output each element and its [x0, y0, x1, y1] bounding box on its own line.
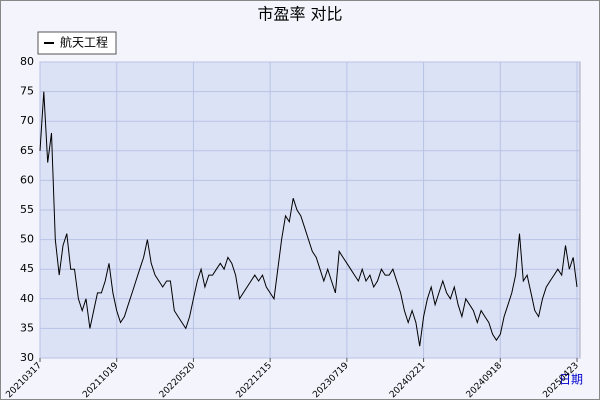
y-tick-label: 40 — [20, 292, 34, 305]
y-tick-label: 70 — [20, 114, 34, 127]
y-tick-label: 75 — [20, 85, 34, 98]
chart-title: 市盈率 对比 — [257, 5, 342, 24]
y-tick-label: 55 — [20, 203, 34, 216]
y-tick-label: 60 — [20, 173, 34, 186]
y-tick-label: 45 — [20, 262, 34, 275]
y-tick-label: 30 — [20, 351, 34, 364]
y-tick-label: 80 — [20, 55, 34, 68]
y-tick-label: 65 — [20, 144, 34, 157]
legend — [37, 31, 117, 55]
x-axis-label: 日期 — [559, 373, 583, 387]
y-tick-label: 35 — [20, 321, 34, 334]
y-tick-label: 50 — [20, 233, 34, 246]
legend-label: 航天工程 — [60, 35, 108, 50]
line-series — [39, 91, 578, 347]
